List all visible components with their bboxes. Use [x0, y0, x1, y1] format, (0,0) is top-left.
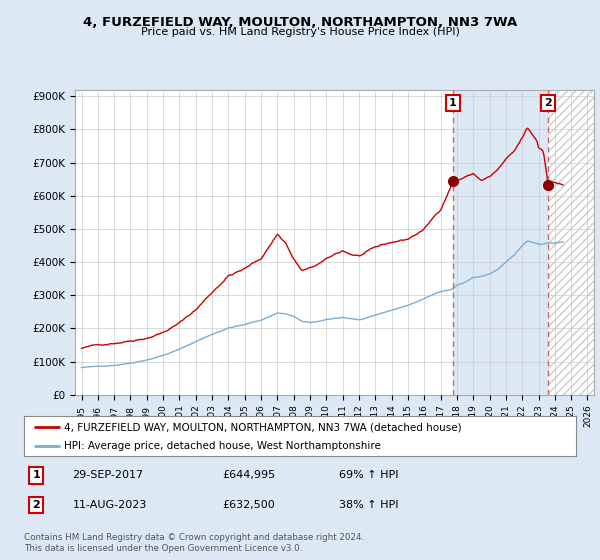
- Text: 29-SEP-2017: 29-SEP-2017: [73, 470, 144, 480]
- Text: HPI: Average price, detached house, West Northamptonshire: HPI: Average price, detached house, West…: [64, 441, 380, 451]
- Text: 4, FURZEFIELD WAY, MOULTON, NORTHAMPTON, NN3 7WA (detached house): 4, FURZEFIELD WAY, MOULTON, NORTHAMPTON,…: [64, 422, 461, 432]
- Text: £632,500: £632,500: [223, 500, 275, 510]
- Text: Price paid vs. HM Land Registry's House Price Index (HPI): Price paid vs. HM Land Registry's House …: [140, 27, 460, 37]
- Text: £644,995: £644,995: [223, 470, 276, 480]
- Text: 2: 2: [32, 500, 40, 510]
- Text: 4, FURZEFIELD WAY, MOULTON, NORTHAMPTON, NN3 7WA: 4, FURZEFIELD WAY, MOULTON, NORTHAMPTON,…: [83, 16, 517, 29]
- Text: 11-AUG-2023: 11-AUG-2023: [73, 500, 147, 510]
- Text: 1: 1: [32, 470, 40, 480]
- Text: 38% ↑ HPI: 38% ↑ HPI: [338, 500, 398, 510]
- Bar: [548, 90, 594, 395]
- Text: 2: 2: [544, 99, 552, 108]
- Text: Contains HM Land Registry data © Crown copyright and database right 2024.
This d: Contains HM Land Registry data © Crown c…: [24, 533, 364, 553]
- Bar: [453, 90, 548, 395]
- Text: 69% ↑ HPI: 69% ↑ HPI: [338, 470, 398, 480]
- Text: 1: 1: [449, 99, 457, 108]
